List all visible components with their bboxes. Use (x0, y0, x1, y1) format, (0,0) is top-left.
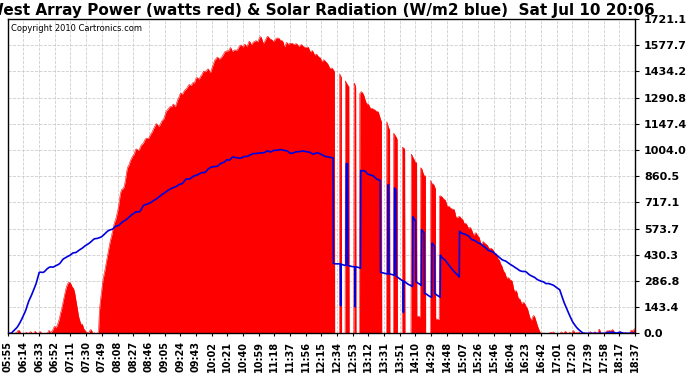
Text: Copyright 2010 Cartronics.com: Copyright 2010 Cartronics.com (11, 24, 142, 33)
Title: West Array Power (watts red) & Solar Radiation (W/m2 blue)  Sat Jul 10 20:06: West Array Power (watts red) & Solar Rad… (0, 3, 656, 18)
